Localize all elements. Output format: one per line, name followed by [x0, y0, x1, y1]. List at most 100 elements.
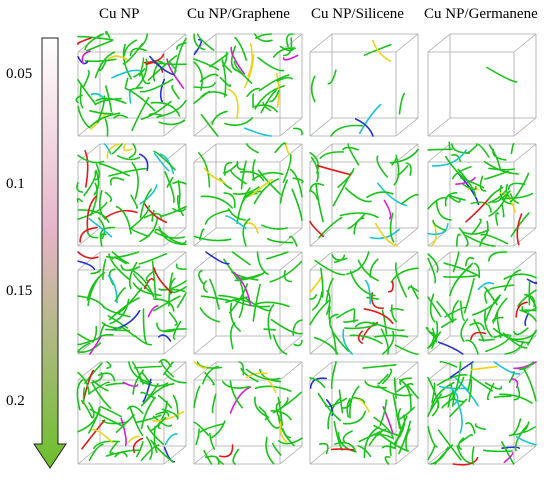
dislocation-line: [108, 253, 131, 281]
dislocation-line: [465, 235, 496, 247]
dislocation-line: [309, 377, 326, 389]
dislocation-line: [279, 179, 288, 204]
dislocation-line: [405, 428, 411, 452]
dislocation-line: [77, 337, 99, 346]
dislocation-line: [399, 377, 412, 386]
dislocation-line: [470, 365, 498, 371]
dislocation-line: [390, 304, 398, 323]
dislocation-line: [193, 38, 203, 55]
dislocation-line: [499, 192, 533, 200]
dislocation-line: [200, 113, 219, 137]
dislocation-line: [160, 288, 186, 293]
dislocation-line: [407, 286, 419, 292]
dislocation-line: [279, 421, 288, 443]
dislocation-line: [349, 334, 383, 345]
dislocation-line: [140, 396, 156, 430]
dislocation-line: [257, 56, 285, 72]
dislocation-line: [223, 161, 233, 176]
dislocation-line: [447, 390, 455, 408]
dislocation-line: [456, 399, 463, 434]
dislocation-line: [266, 416, 280, 429]
dislocation-line: [200, 295, 232, 302]
box-edge: [279, 143, 303, 163]
dislocation-line: [238, 281, 245, 319]
dislocation-line: [514, 424, 529, 452]
dislocation-line: [347, 213, 366, 230]
dislocation-line: [364, 279, 371, 305]
dislocation-line: [199, 423, 225, 433]
dislocation-line: [104, 191, 113, 203]
dislocation-line: [234, 36, 248, 61]
dislocation-line: [77, 79, 96, 104]
dislocation-line: [309, 277, 322, 294]
dislocation-line: [427, 425, 438, 448]
dislocation-line: [224, 117, 254, 126]
dislocation-line: [511, 330, 537, 341]
dislocation-line: [277, 396, 284, 426]
dislocation-line: [372, 322, 405, 332]
dislocation-line: [106, 143, 121, 159]
box-edge: [279, 361, 303, 381]
dislocation-line: [164, 433, 178, 446]
dislocation-line: [427, 296, 442, 318]
dislocation-line: [176, 194, 184, 217]
dislocation-line: [509, 172, 530, 203]
dislocation-line: [164, 372, 187, 384]
dislocation-line: [89, 112, 121, 128]
box-edge: [309, 361, 333, 381]
dislocation-line: [398, 378, 412, 411]
panel-r2-c3: [420, 248, 538, 360]
dislocation-line: [90, 269, 102, 275]
dislocation-line: [131, 162, 139, 200]
dislocation-line: [238, 361, 245, 376]
dislocation-line: [431, 149, 467, 167]
box-edge: [427, 361, 451, 381]
dislocation-line: [351, 396, 366, 404]
dislocation-line: [363, 426, 380, 458]
box-edge: [427, 227, 451, 247]
box-edge: [513, 335, 537, 355]
dislocation-line: [100, 233, 107, 247]
dislocation-line: [120, 417, 127, 446]
dislocation-line: [513, 361, 537, 370]
dislocation-line: [484, 289, 490, 304]
dislocation-line: [488, 167, 515, 171]
dislocation-line: [122, 43, 144, 65]
dislocation-line: [325, 399, 334, 417]
dislocation-line: [270, 318, 303, 335]
dislocation-line: [156, 322, 176, 333]
dislocation-line: [154, 228, 169, 238]
dislocation-line: [444, 306, 466, 318]
dislocation-line: [229, 302, 241, 332]
dislocation-line: [200, 195, 233, 209]
dislocation-line: [113, 114, 128, 119]
dislocation-line: [483, 310, 493, 338]
dislocation-box-r3-c3: [427, 360, 537, 466]
dislocation-line: [327, 69, 337, 85]
dislocation-line: [396, 382, 414, 393]
dislocation-line: [134, 335, 152, 346]
dislocation-line: [393, 158, 400, 186]
dislocation-line: [199, 228, 205, 241]
dislocation-line: [407, 384, 419, 399]
dislocation-line: [240, 160, 247, 190]
dislocation-line: [232, 271, 252, 307]
dislocation-line: [526, 294, 537, 309]
dislocation-box-r1-c0: [76, 143, 187, 247]
dislocation-line: [330, 124, 363, 137]
box-edge: [193, 227, 217, 247]
dislocation-line: [204, 209, 230, 225]
dislocation-line: [518, 361, 534, 371]
dislocation-line: [329, 325, 338, 355]
dislocation-line: [152, 415, 173, 427]
dislocation-line: [469, 374, 493, 392]
box-edge: [193, 143, 217, 163]
dislocation-line: [93, 169, 100, 196]
dislocation-line: [135, 414, 162, 424]
dislocation-line: [457, 437, 465, 450]
dislocation-line: [429, 293, 436, 323]
dislocation-line: [484, 382, 503, 390]
dislocation-line: [342, 410, 367, 425]
dislocation-line: [334, 441, 356, 451]
dislocation-line: [471, 446, 475, 465]
